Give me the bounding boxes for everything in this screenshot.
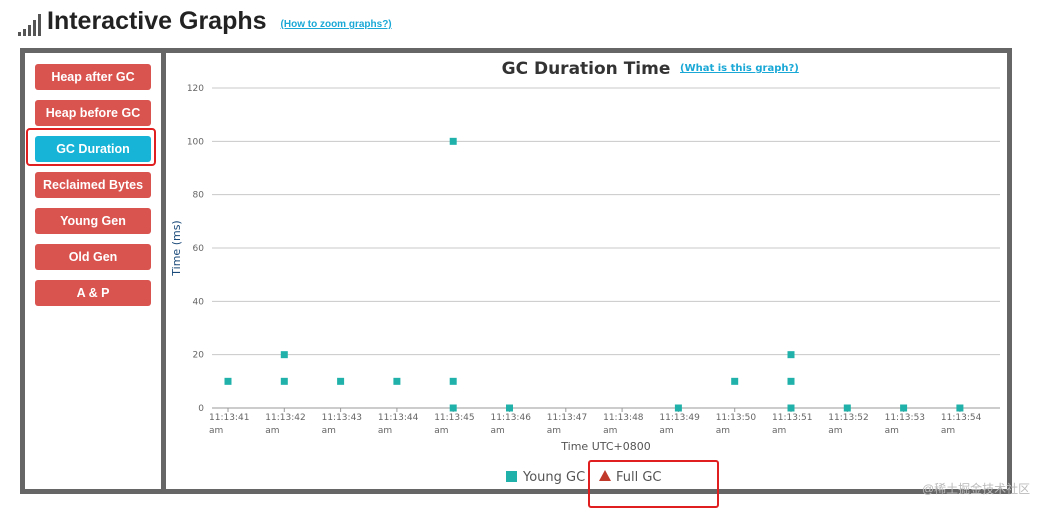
data-points (224, 137, 964, 412)
young-gc-point (787, 404, 795, 412)
x-tick-suffix: am (209, 426, 223, 436)
young-gen-button[interactable]: Young Gen (35, 208, 151, 234)
page-title: Interactive Graphs (47, 7, 267, 35)
x-tick-suffix: am (434, 426, 448, 436)
x-tick-label: 11:13:53 (885, 413, 925, 423)
young-gc-legend-marker (506, 471, 517, 482)
young-gc-point (393, 377, 401, 385)
x-tick-suffix: am (659, 426, 673, 436)
graph-sidebar: Heap after GC Heap before GC GC Duration… (25, 53, 161, 489)
young-gc-legend-label: Young GC (522, 470, 585, 485)
a-and-p-button[interactable]: A & P (35, 280, 151, 306)
x-tick-label: 11:13:43 (322, 413, 362, 423)
x-tick-label: 11:13:45 (434, 413, 474, 423)
young-gc-point (900, 404, 908, 412)
gc-duration-chart[interactable]: GC Duration Time (What is this graph?) T… (166, 53, 1007, 489)
page-header: Interactive Graphs (How to zoom graphs?) (18, 2, 392, 36)
zoom-help-link[interactable]: (How to zoom graphs?) (280, 19, 392, 30)
x-tick-label: 11:13:47 (547, 413, 587, 423)
x-axis-label: Time UTC+0800 (560, 440, 650, 453)
y-tick-label: 100 (187, 137, 204, 147)
gc-duration-button[interactable]: GC Duration (35, 136, 151, 162)
young-gc-point (787, 377, 795, 385)
chart-title: GC Duration Time (502, 59, 671, 79)
young-gc-point (843, 404, 851, 412)
young-gc-point (449, 404, 457, 412)
young-gc-point (280, 351, 288, 359)
x-tick-suffix: am (603, 426, 617, 436)
x-tick-suffix: am (547, 426, 561, 436)
signal-bars-icon (18, 14, 41, 36)
x-tick-label: 11:13:52 (828, 413, 868, 423)
x-tick-suffix: am (772, 426, 786, 436)
x-tick-label: 11:13:51 (772, 413, 812, 423)
y-tick-label: 80 (193, 191, 205, 201)
x-tick-label: 11:13:42 (265, 413, 305, 423)
active-button-highlight (26, 128, 156, 166)
young-gc-point (449, 377, 457, 385)
x-tick-label: 11:13:44 (378, 413, 419, 423)
x-tick-labels: 11:13:41 am 11:13:42 am 11:13:43 am 11:13:44 am… (209, 408, 982, 436)
full-gc-legend-marker (599, 470, 611, 481)
y-tick-label: 120 (187, 84, 204, 94)
x-tick-suffix: am (265, 426, 279, 436)
young-gc-point (280, 377, 288, 385)
x-tick-suffix: am (828, 426, 842, 436)
old-gen-button[interactable]: Old Gen (35, 244, 151, 270)
heap-before-gc-button[interactable]: Heap before GC (35, 100, 151, 126)
young-gc-point (449, 137, 457, 145)
y-tick-label: 20 (193, 351, 205, 361)
y-axis-label: Time (ms) (170, 220, 183, 276)
young-gc-point (224, 377, 232, 385)
full-gc-legend-highlight (588, 460, 719, 508)
plot-panel: GC Duration Time (What is this graph?) T… (166, 53, 1007, 489)
young-gc-point (731, 377, 739, 385)
grid-lines (212, 87, 1000, 409)
reclaimed-bytes-button[interactable]: Reclaimed Bytes (35, 172, 151, 198)
chart-legend[interactable]: Young GC Full GC (506, 470, 662, 485)
x-tick-label: 11:13:54 (941, 413, 982, 423)
y-tick-label: 60 (193, 244, 205, 254)
young-gc-point (337, 377, 345, 385)
x-tick-suffix: am (716, 426, 730, 436)
x-tick-label: 11:13:41 (209, 413, 249, 423)
young-gc-point (674, 404, 682, 412)
x-tick-label: 11:13:49 (659, 413, 700, 423)
x-tick-suffix: am (491, 426, 505, 436)
x-tick-suffix: am (378, 426, 392, 436)
x-tick-label: 11:13:46 (491, 413, 532, 423)
y-tick-label: 40 (193, 297, 205, 307)
x-tick-label: 11:13:50 (716, 413, 757, 423)
young-gc-point (787, 351, 795, 359)
y-tick-label: 0 (198, 404, 204, 414)
x-tick-suffix: am (941, 426, 955, 436)
heap-after-gc-button[interactable]: Heap after GC (35, 64, 151, 90)
young-gc-point (956, 404, 964, 412)
full-gc-legend-label: Full GC (616, 470, 662, 485)
x-tick-suffix: am (322, 426, 336, 436)
y-tick-labels: 0 20 40 60 80 100 120 (187, 84, 204, 414)
x-tick-label: 11:13:48 (603, 413, 644, 423)
young-gc-point (506, 404, 513, 412)
chart-help-link[interactable]: (What is this graph?) (680, 63, 799, 74)
watermark: @稀土掘金技术社区 (922, 482, 1031, 496)
x-tick-suffix: am (885, 426, 899, 436)
